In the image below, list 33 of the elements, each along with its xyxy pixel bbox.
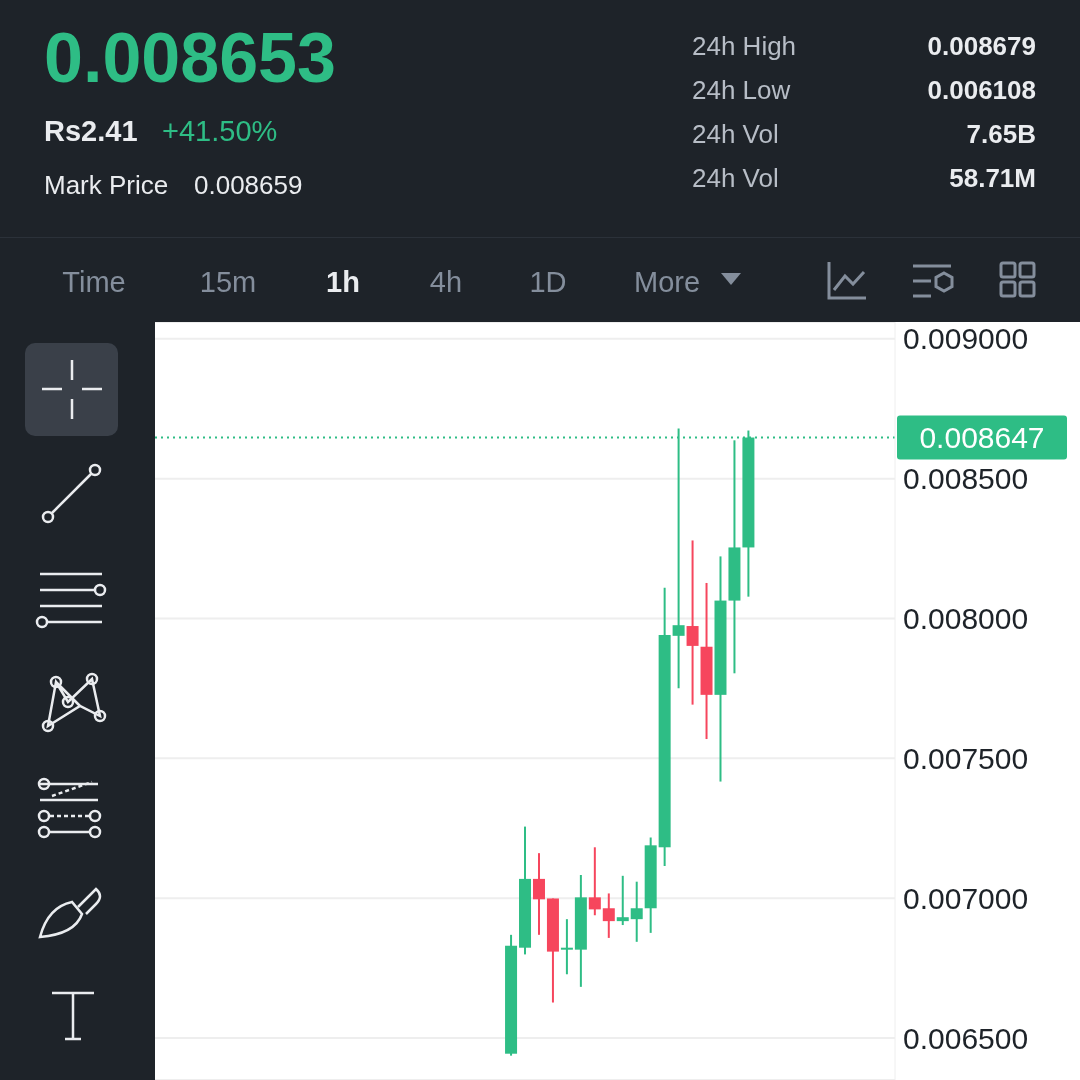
text: 0.006108 bbox=[927, 75, 1036, 105]
text: 1D bbox=[529, 266, 567, 298]
candlestick bbox=[560, 918, 573, 976]
y-tick-label: 0.008000 bbox=[903, 602, 1029, 636]
candlestick bbox=[532, 852, 545, 936]
candlestick bbox=[588, 846, 601, 917]
y-tick-label: 0.007500 bbox=[903, 741, 1029, 775]
candlestick bbox=[686, 539, 699, 706]
text: Time bbox=[62, 266, 126, 298]
y-tick-label: 0.006500 bbox=[903, 1021, 1029, 1055]
text: More bbox=[634, 266, 701, 298]
text: 15m bbox=[199, 266, 257, 298]
candlestick bbox=[630, 880, 643, 943]
text: 1h bbox=[326, 266, 360, 298]
text: 0.008659 bbox=[194, 170, 303, 200]
text: 7.65B bbox=[966, 119, 1036, 149]
text: 58.71M bbox=[949, 163, 1036, 193]
candlestick bbox=[602, 892, 615, 939]
candlestick bbox=[616, 874, 629, 927]
text: Rs2.41 bbox=[44, 115, 138, 147]
ref-line-label: 0.008647 bbox=[919, 420, 1045, 454]
text: 24h Vol bbox=[692, 119, 779, 149]
text: 0.008653 bbox=[44, 19, 336, 97]
text: 24h Vol bbox=[692, 163, 779, 193]
y-tick-label: 0.007000 bbox=[903, 881, 1029, 915]
text: 24h High bbox=[692, 31, 797, 61]
y-tick-label: 0.008500 bbox=[903, 462, 1029, 496]
text: 0.008679 bbox=[927, 31, 1036, 61]
y-tick-label: 0.009000 bbox=[903, 322, 1029, 356]
text: 4h bbox=[429, 266, 463, 298]
text: +41.50% bbox=[162, 115, 278, 147]
text: 24h Low bbox=[692, 75, 791, 105]
text: Mark Price bbox=[44, 170, 169, 200]
